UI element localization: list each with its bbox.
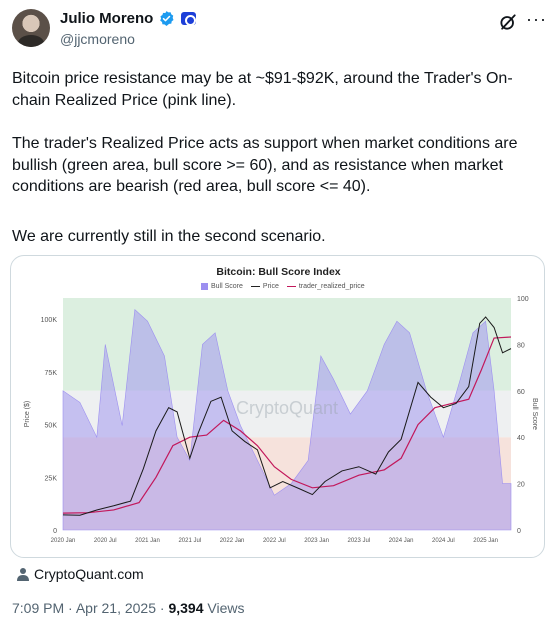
author-name[interactable]: Julio Moreno <box>60 10 154 27</box>
views-label: Views <box>207 600 245 616</box>
y-tick-left: 0 <box>53 528 57 535</box>
tweet-meta: 7:09 PM · Apr 21, 2025 · 9,394 Views <box>12 600 244 616</box>
x-tick: 2023 Jul <box>348 538 371 544</box>
y-axis-label-right: Bull Score <box>531 398 538 430</box>
x-tick: 2024 Jan <box>389 538 414 544</box>
y-axis-label-left: Price ($) <box>24 401 31 427</box>
watermark: CryptoQuant <box>236 398 338 418</box>
legend-swatch-bull-score <box>201 283 208 290</box>
y-tick-left: 100K <box>41 317 58 324</box>
grok-icon[interactable] <box>498 12 518 32</box>
x-tick: 2020 Jul <box>94 538 117 544</box>
y-tick-right: 60 <box>517 389 525 396</box>
legend-swatch-realized <box>286 286 296 287</box>
y-tick-left: 50K <box>45 423 58 430</box>
tweet-date[interactable]: Apr 21, 2025 <box>75 600 156 616</box>
x-tick: 2021 Jul <box>178 538 201 544</box>
tweet-paragraph-2: The trader's Realized Price acts as supp… <box>12 135 518 195</box>
views-count: 9,394 <box>168 600 204 616</box>
legend-item-bull-score: Bull Score <box>211 283 243 290</box>
chart-card[interactable]: 0 25K 50K 75K 100K 0 20 40 60 80 100 2020 Jan 2020 J… <box>10 255 545 558</box>
x-tick: 2022 Jan <box>220 538 245 544</box>
tweet-time[interactable]: 7:09 PM <box>12 600 65 616</box>
y-tick-right: 80 <box>517 342 525 349</box>
legend-item-price: Price <box>262 283 279 290</box>
y-tick-left: 75K <box>45 370 58 377</box>
series-price <box>62 316 512 516</box>
more-icon[interactable]: ··· <box>526 9 547 29</box>
person-icon <box>17 568 29 581</box>
legend-item-realized: trader_realized_price <box>298 283 365 290</box>
avatar[interactable] <box>12 9 50 47</box>
y-tick-right: 100 <box>517 296 529 303</box>
series-realized-price <box>62 336 512 514</box>
chart-legend: Bull Score Price trader_realized_price <box>201 283 365 290</box>
source-link[interactable]: CryptoQuant.com <box>34 566 144 582</box>
tweet-paragraph-3: We are currently still in the second sce… <box>12 228 326 245</box>
y-tick-right: 40 <box>517 435 525 442</box>
author-handle[interactable]: @jjcmoreno <box>60 31 135 47</box>
x-tick: 2020 Jan <box>51 538 76 544</box>
series-bull-score <box>62 308 512 531</box>
legend-swatch-price <box>250 286 260 287</box>
chart-title: Bitcoin: Bull Score Index <box>216 266 341 278</box>
verified-icon <box>160 11 174 26</box>
y-tick-right: 20 <box>517 482 525 489</box>
x-tick: 2024 Jul <box>432 538 455 544</box>
x-tick: 2021 Jan <box>135 538 160 544</box>
tweet-paragraph-1: Bitcoin price resistance may be at ~$91-… <box>12 70 513 109</box>
y-tick-right: 0 <box>517 528 521 535</box>
meta-separator-2: · <box>159 600 165 616</box>
affiliate-badge-icon[interactable] <box>181 12 196 26</box>
bull-score-chart: 0 25K 50K 75K 100K 0 20 40 60 80 100 2020 Jan 2020 J… <box>24 296 538 544</box>
card-source[interactable]: CryptoQuant.com <box>16 566 144 582</box>
x-tick: 2022 Jul <box>263 538 286 544</box>
x-tick: 2023 Jan <box>304 538 329 544</box>
y-tick-left: 25K <box>45 475 58 482</box>
x-tick: 2025 Jan <box>473 538 498 544</box>
meta-separator: · <box>68 600 73 616</box>
